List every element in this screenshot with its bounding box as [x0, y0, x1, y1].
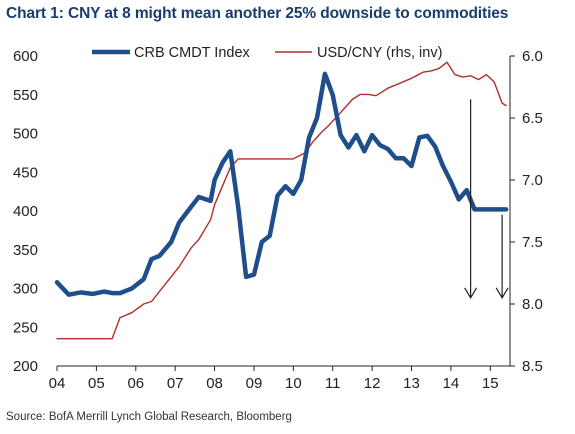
x-tick-label: 12 — [364, 375, 381, 392]
left-tick-label: 600 — [13, 48, 38, 65]
x-tick-label: 09 — [246, 375, 263, 392]
plot-frame — [57, 56, 511, 367]
x-tick-label: 10 — [285, 375, 302, 392]
source-note: Source: BofA Merrill Lynch Global Resear… — [6, 411, 292, 423]
x-tick-label: 13 — [403, 375, 420, 392]
left-tick-label: 300 — [13, 281, 38, 298]
chart-title: Chart 1: CNY at 8 might mean another 25%… — [6, 5, 509, 22]
right-tick-label: 7.0 — [522, 172, 543, 189]
left-tick-label: 550 — [13, 87, 38, 104]
series-line-crb — [54, 71, 509, 297]
left-axis-ticks: 600 550 500 450 400 350 300 250 200 — [13, 48, 38, 375]
legend-label-usdcny: USD/CNY (rhs, inv) — [317, 45, 442, 61]
x-tick-label: 06 — [127, 375, 144, 392]
x-tick-label: 07 — [167, 375, 184, 392]
left-tick-label: 450 — [13, 164, 38, 181]
left-tick-label: 200 — [13, 358, 38, 375]
down-arrow — [495, 214, 509, 299]
series-line-usdcny — [56, 61, 507, 340]
left-tick-label: 250 — [13, 319, 38, 336]
x-tick-label: 11 — [325, 375, 341, 392]
right-tick-label: 8.5 — [522, 358, 543, 375]
annotation-arrows — [464, 99, 509, 299]
right-tick-label: 7.5 — [522, 234, 543, 251]
right-tick-label: 6.5 — [522, 110, 543, 127]
right-tick-label: 8.0 — [522, 296, 543, 313]
x-tick-label: 08 — [206, 375, 223, 392]
legend: CRB CMDT Index USD/CNY (rhs, inv) — [92, 45, 442, 61]
x-tick-label: 05 — [88, 375, 105, 392]
right-tick-label: 6.0 — [522, 48, 543, 65]
right-axis-ticks: 6.0 6.5 7.0 7.5 8.0 8.5 — [510, 48, 543, 375]
series-layer — [54, 61, 509, 340]
down-arrow — [464, 99, 478, 299]
x-tick-label: 04 — [49, 375, 66, 392]
x-axis-ticks: 04 05 06 07 08 09 10 11 12 13 14 15 — [49, 366, 499, 392]
legend-label-crb: CRB CMDT Index — [134, 45, 251, 61]
left-tick-label: 400 — [13, 203, 38, 220]
left-tick-label: 350 — [13, 242, 38, 259]
x-tick-label: 14 — [443, 375, 460, 392]
x-tick-label: 15 — [482, 375, 499, 392]
left-tick-label: 500 — [13, 126, 38, 143]
